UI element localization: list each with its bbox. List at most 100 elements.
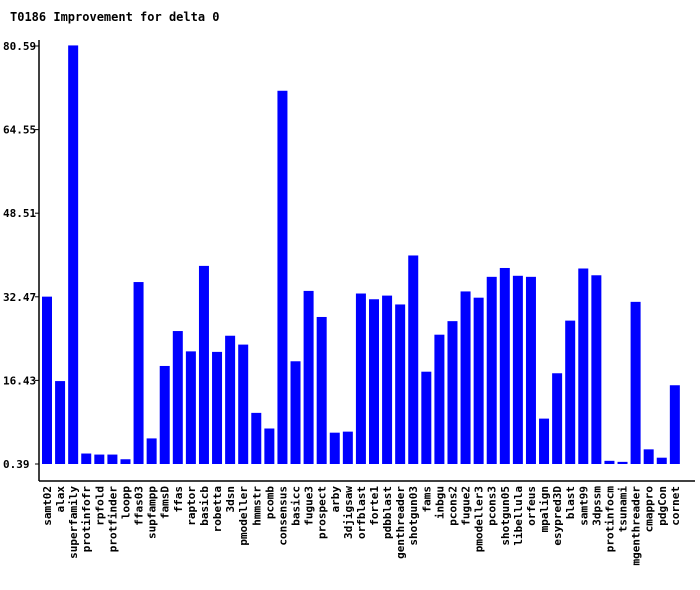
bar	[539, 418, 550, 464]
bar	[329, 432, 340, 464]
x-tick-label: mgenthreader	[630, 486, 643, 566]
chart-title: T0186 Improvement for delta 0	[10, 10, 220, 24]
bar	[146, 438, 157, 464]
y-tick-label: 32.47	[3, 291, 36, 304]
bar	[395, 304, 406, 464]
bar	[172, 331, 183, 464]
bar	[369, 299, 379, 464]
bar	[447, 321, 458, 464]
bar	[525, 276, 536, 464]
x-tick-label: hmmstr	[250, 486, 263, 526]
bar	[552, 373, 563, 464]
x-tick-label: blast	[564, 486, 577, 519]
bar	[290, 361, 301, 464]
x-tick-label: pcons2	[446, 486, 459, 526]
x-tick-label: pmodeller3	[473, 486, 486, 552]
x-tick-label: rpfold	[93, 486, 106, 526]
x-tick-label: basicb	[198, 486, 211, 526]
x-tick-label: protinfofr	[80, 486, 93, 553]
bar	[617, 461, 628, 464]
bar	[421, 371, 432, 464]
x-tick-label: prospect	[316, 486, 329, 539]
x-tick-label: ffas03	[133, 486, 146, 526]
x-tick-label: libellula	[512, 486, 525, 546]
bar	[630, 301, 641, 464]
x-tick-label: raptor	[185, 486, 198, 526]
x-tick-label: cornet	[669, 486, 682, 526]
bars	[42, 45, 680, 465]
bar	[643, 449, 654, 464]
x-tick-label: samt02	[41, 486, 54, 526]
bar	[512, 275, 523, 464]
bar	[578, 268, 589, 464]
x-tick-label: fugue3	[303, 486, 316, 526]
bar	[656, 457, 667, 464]
x-tick-label: pdgCon	[656, 486, 669, 526]
x-tick-label: superfamily	[67, 486, 80, 559]
x-tick-label: shotgun05	[499, 486, 512, 546]
x-tick-label: protinfocm	[603, 486, 616, 553]
x-tick-label: cmappro	[643, 486, 656, 533]
bar	[185, 351, 196, 464]
bar	[212, 351, 223, 464]
bar	[225, 335, 236, 464]
bar	[342, 431, 353, 464]
bar	[120, 459, 131, 464]
y-tick-label: 16.43	[3, 374, 36, 387]
y-tick-label: 0.39	[3, 458, 30, 471]
bar	[434, 334, 445, 464]
x-tick-label: orfblast	[355, 486, 368, 539]
bar	[486, 276, 497, 464]
bar	[159, 365, 170, 464]
x-tick-label: protfinder	[106, 486, 119, 553]
x-tick-label: supfampp	[146, 486, 159, 539]
x-tick-label: samt99	[577, 486, 590, 526]
bar	[303, 290, 314, 464]
y-tick-label: 48.51	[3, 207, 36, 220]
x-tick-label: arby	[329, 486, 342, 513]
y-axis-ticks: 0.39 16.43 32.47 48.51 64.55 80.59	[3, 40, 39, 471]
bar	[107, 454, 118, 464]
x-tick-label: fams	[420, 486, 433, 513]
x-tick-label: tsunami	[617, 486, 630, 533]
bar	[264, 428, 275, 464]
x-tick-label: ffas	[172, 486, 185, 513]
x-tick-label: pcons3	[486, 486, 499, 526]
bar	[565, 320, 576, 464]
x-tick-label: forte1	[368, 486, 381, 526]
x-tick-label: basicc	[290, 486, 303, 526]
y-tick-label: 64.55	[3, 124, 36, 137]
bar	[408, 255, 419, 464]
bar	[238, 344, 249, 464]
bar	[277, 90, 288, 465]
bar	[316, 316, 327, 464]
x-tick-label: consensus	[276, 486, 289, 546]
x-tick-label: 3dpssm	[590, 486, 603, 526]
bar	[81, 453, 92, 464]
x-tick-label: orfeus	[525, 486, 538, 526]
bar	[669, 385, 680, 464]
bar	[604, 460, 615, 464]
bar	[355, 293, 366, 464]
bar	[94, 454, 105, 464]
bar	[55, 381, 66, 464]
x-axis-labels: samt02 alax superfamily protinfofr rpfold pro…	[41, 486, 682, 566]
bar	[198, 265, 209, 464]
x-tick-label: 3dsn	[224, 486, 237, 513]
bar	[591, 275, 602, 464]
x-tick-label: fugue2	[460, 486, 473, 526]
axes	[38, 40, 695, 482]
x-tick-label: famsD	[159, 486, 172, 519]
bar	[382, 295, 393, 464]
bar	[42, 296, 52, 464]
bar	[133, 282, 144, 464]
x-tick-label: inbgu	[433, 486, 446, 519]
bar	[251, 412, 262, 464]
x-tick-label: loopp	[119, 486, 132, 519]
x-tick-label: alax	[54, 486, 67, 513]
y-tick-label: 80.59	[3, 40, 36, 53]
x-tick-label: pdbblast	[381, 486, 394, 539]
x-tick-label: esypred3D	[551, 486, 564, 546]
x-tick-label: mpalign	[538, 486, 551, 532]
